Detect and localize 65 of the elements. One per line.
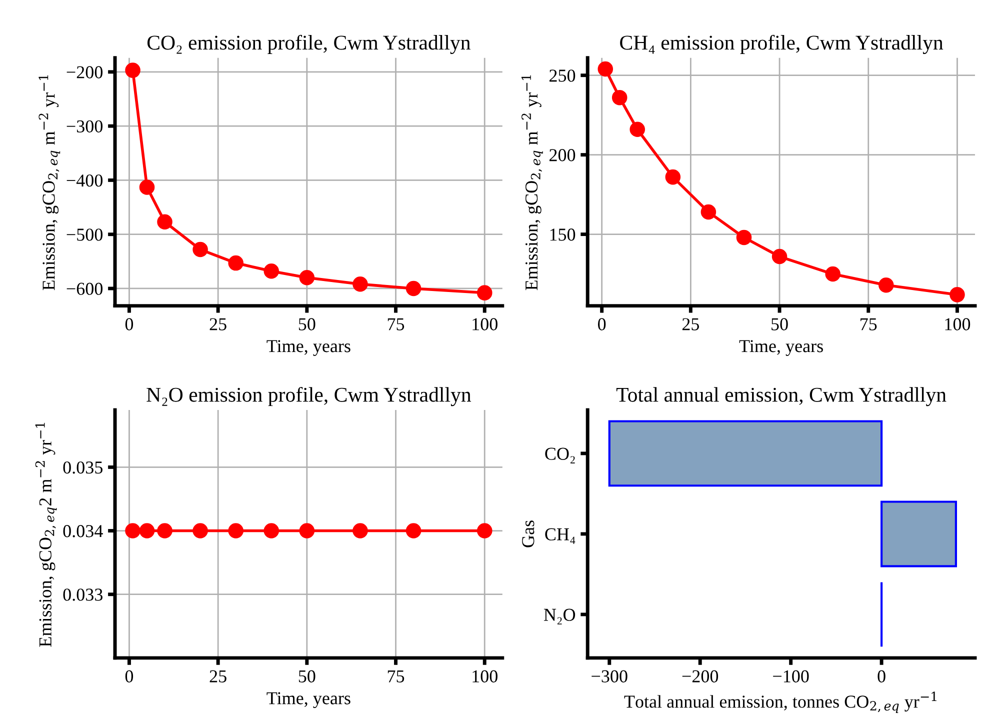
point [878, 278, 894, 293]
y-tick-label: N₂O [544, 608, 576, 624]
chart-title: CO₂ emission profile, Cwm Ystradllyn [147, 34, 470, 54]
x-tick-label: 75 [388, 670, 404, 682]
point [665, 169, 681, 185]
x-axis-title: Total annual emission, tonnes CO$_{2,eq}$ yr$^{−1}$ [624, 692, 936, 714]
x-tick-label: 25 [210, 670, 226, 682]
x-tick-label: 100 [472, 318, 498, 330]
y-tick-label: CH₄ [545, 528, 576, 544]
x-axis-title: Time, years [266, 692, 350, 708]
y-tick-label: −500 [66, 228, 103, 241]
y-tick-label: −300 [66, 120, 103, 132]
point [772, 248, 788, 264]
point [352, 276, 368, 292]
y-axis-title: Gas [522, 520, 534, 548]
point [630, 122, 646, 138]
point [406, 280, 422, 296]
chart-title: CH₄ emission profile, Cwm Ystradllyn [620, 34, 944, 54]
x-tick-label: 0 [878, 670, 886, 682]
y-tick-label: 150 [550, 228, 576, 241]
y-tick-label: CO₂ [545, 448, 575, 464]
x-tick-label: −200 [682, 670, 718, 682]
point [598, 61, 614, 77]
point [157, 214, 172, 230]
x-tick-label: 100 [472, 670, 498, 682]
y-tick-label: −600 [66, 282, 103, 295]
y-tick-label: 0.034 [63, 525, 103, 538]
point [950, 287, 965, 302]
x-tick-label: 0 [598, 318, 606, 330]
x-tick-label: 25 [210, 318, 226, 330]
x-axis-title: Time, years [266, 340, 350, 356]
point [825, 266, 840, 282]
point [125, 62, 140, 78]
point [228, 255, 244, 271]
x-tick-label: −100 [773, 670, 809, 682]
y-tick-label: 250 [550, 70, 576, 82]
y-axis-title: Emission, gCO$_{2,eq}$ m$^{−2}$ yr$^{−1}$ [38, 75, 60, 290]
x-tick-label: 50 [298, 670, 316, 682]
chart-title: Total annual emission, Cwm Ystradllyn [616, 387, 946, 406]
y-tick-label: 0.035 [63, 461, 102, 474]
y-tick-label: 200 [550, 149, 576, 162]
x-axis-title: Time, years [739, 340, 823, 356]
x-tick-label: 100 [945, 318, 970, 330]
point [264, 264, 280, 279]
x-tick-label: 75 [860, 318, 877, 330]
x-tick-label: 75 [388, 318, 404, 330]
x-tick-label: 0 [125, 670, 134, 682]
point [192, 242, 208, 258]
point [736, 230, 752, 246]
point [139, 180, 155, 195]
x-tick-label: 25 [682, 318, 699, 330]
x-tick-label: 50 [298, 318, 316, 330]
chart-title: N₂O emission profile, Cwm Ystradllyn [146, 386, 472, 406]
point [299, 270, 315, 286]
y-tick-label: −200 [66, 66, 103, 78]
x-tick-label: 50 [772, 318, 788, 330]
x-tick-label: −300 [592, 670, 628, 682]
y-axis-title: Emission, gCO$_{2,eq}$2 m$^{−2}$ yr$^{−1}$ [35, 422, 57, 647]
y-axis-title: Emission, gCO$_{2,eq}$ m$^{−2}$ yr$^{−1}$ [522, 75, 543, 290]
point [476, 285, 492, 300]
point [700, 204, 716, 220]
y-tick-label: 0.033 [63, 588, 102, 601]
x-tick-label: 0 [125, 318, 134, 330]
y-tick-label: −400 [66, 174, 103, 187]
point [612, 90, 628, 106]
